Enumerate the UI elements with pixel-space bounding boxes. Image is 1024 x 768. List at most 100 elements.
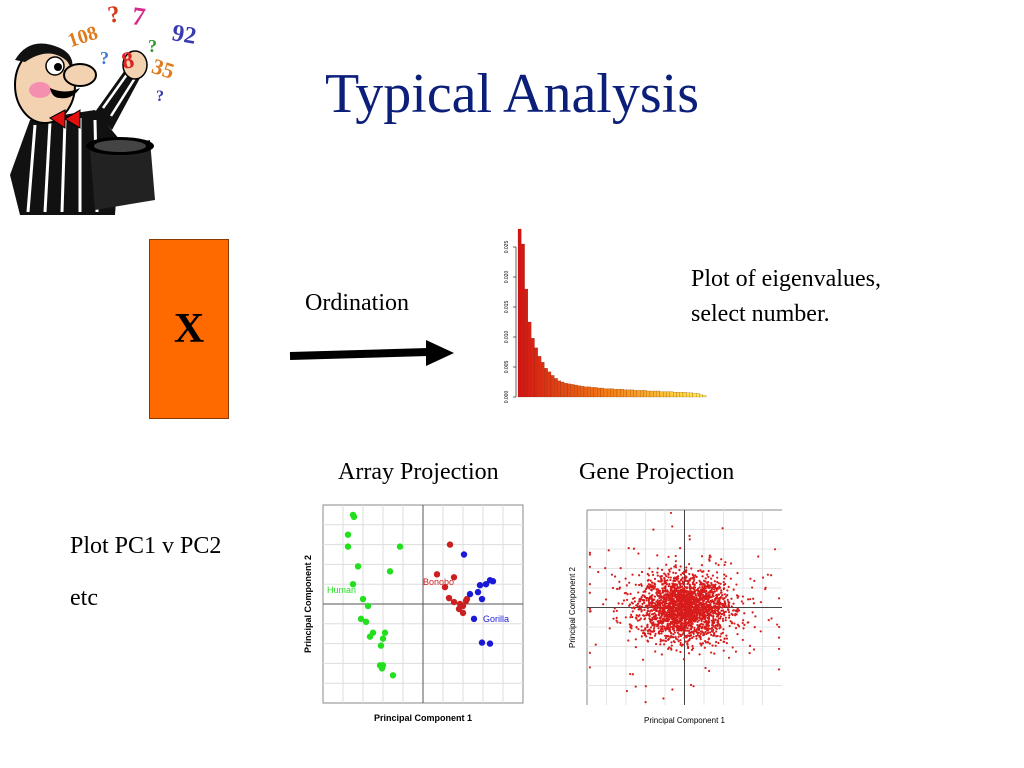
gene-point xyxy=(651,570,654,573)
eigen-bar xyxy=(587,386,591,398)
array-point-bonobo xyxy=(462,597,470,605)
gene-point xyxy=(613,575,617,578)
gene-point xyxy=(631,597,635,600)
gene-point xyxy=(726,593,729,597)
gene-point xyxy=(671,597,674,601)
gene-point xyxy=(727,611,731,614)
gene-point xyxy=(700,555,704,558)
gene-point xyxy=(691,582,695,585)
gene-point xyxy=(655,591,658,594)
gene-point xyxy=(691,622,694,625)
gene-point xyxy=(712,629,715,632)
gene-point xyxy=(677,606,681,610)
gene-point xyxy=(727,585,730,588)
gene-point xyxy=(679,578,683,582)
gene-point xyxy=(668,604,671,607)
gene-point xyxy=(692,580,695,583)
gene-point xyxy=(723,593,726,596)
gene-point xyxy=(672,609,675,612)
gene-point xyxy=(690,605,694,608)
gene-point xyxy=(706,620,709,623)
matrix-label: X xyxy=(173,306,205,352)
gene-point xyxy=(683,598,686,601)
gene-point xyxy=(686,621,689,624)
gene-point xyxy=(654,650,657,653)
gene-point xyxy=(649,579,652,582)
gene-point xyxy=(710,583,714,586)
gene-point xyxy=(702,590,705,593)
gene-point xyxy=(640,570,644,574)
gene-point xyxy=(686,642,689,645)
gene-point xyxy=(689,577,692,580)
gene-point xyxy=(728,614,731,617)
gene-point xyxy=(627,546,630,550)
gene-point xyxy=(690,586,693,590)
gene-point xyxy=(683,622,686,625)
etc-note: etc xyxy=(70,585,98,611)
gene-point xyxy=(674,583,677,586)
gene-point xyxy=(648,601,651,604)
gene-point xyxy=(708,558,711,561)
gene-point xyxy=(624,591,628,595)
gene-point xyxy=(697,610,700,613)
eigen-bar xyxy=(527,321,532,398)
gene-point xyxy=(736,571,739,575)
gene-point xyxy=(588,651,592,654)
gene-point xyxy=(679,618,682,621)
eigen-bar xyxy=(590,387,594,398)
gene-point xyxy=(661,609,665,612)
gene-point xyxy=(706,573,709,576)
gene-point xyxy=(701,642,705,645)
gene-point xyxy=(671,627,674,631)
gene-point xyxy=(645,599,648,602)
gene-point xyxy=(637,591,640,594)
gene-point xyxy=(679,650,682,654)
gene-point xyxy=(721,609,725,612)
gene-point xyxy=(713,590,716,593)
gene-point xyxy=(669,647,673,650)
gene-point xyxy=(672,603,675,606)
gene-point xyxy=(749,598,752,601)
gene-point xyxy=(628,630,631,633)
gene-point xyxy=(668,568,671,571)
array-point-human xyxy=(386,568,394,575)
gene-point xyxy=(690,598,693,601)
gene-point xyxy=(712,602,716,605)
gene-point xyxy=(689,595,692,598)
gene-point xyxy=(697,569,700,573)
gene-point xyxy=(715,593,718,597)
gene-point xyxy=(712,595,715,598)
gene-point xyxy=(700,614,703,617)
gene-point xyxy=(650,588,653,591)
gene-point xyxy=(588,607,592,611)
gene-point xyxy=(645,604,649,607)
gene-point xyxy=(698,635,701,638)
gene-point xyxy=(686,582,689,586)
gene-point xyxy=(693,614,696,618)
gene-point xyxy=(754,615,757,618)
gene-point xyxy=(618,580,621,583)
gene-point xyxy=(690,567,693,570)
gene-point xyxy=(770,574,773,577)
gene-point xyxy=(697,628,701,632)
gene-point xyxy=(708,584,712,587)
gene-point xyxy=(693,592,696,595)
eigen-bar xyxy=(544,368,548,398)
gene-point xyxy=(631,610,634,613)
gene-point xyxy=(660,568,664,571)
gene-point xyxy=(643,608,646,611)
gene-point xyxy=(671,626,674,629)
gene-point xyxy=(629,592,632,595)
gene-point xyxy=(653,577,657,580)
gene-point xyxy=(656,599,659,602)
gene-point xyxy=(662,613,665,616)
gene-point xyxy=(676,609,679,612)
gene-point xyxy=(704,630,707,634)
gene-point xyxy=(688,632,691,635)
gene-point xyxy=(673,605,676,608)
gene-point xyxy=(670,632,673,635)
gene-point xyxy=(710,614,713,617)
gene-point xyxy=(652,598,655,602)
eigen-bar xyxy=(696,393,700,398)
array-point-human xyxy=(378,665,386,672)
